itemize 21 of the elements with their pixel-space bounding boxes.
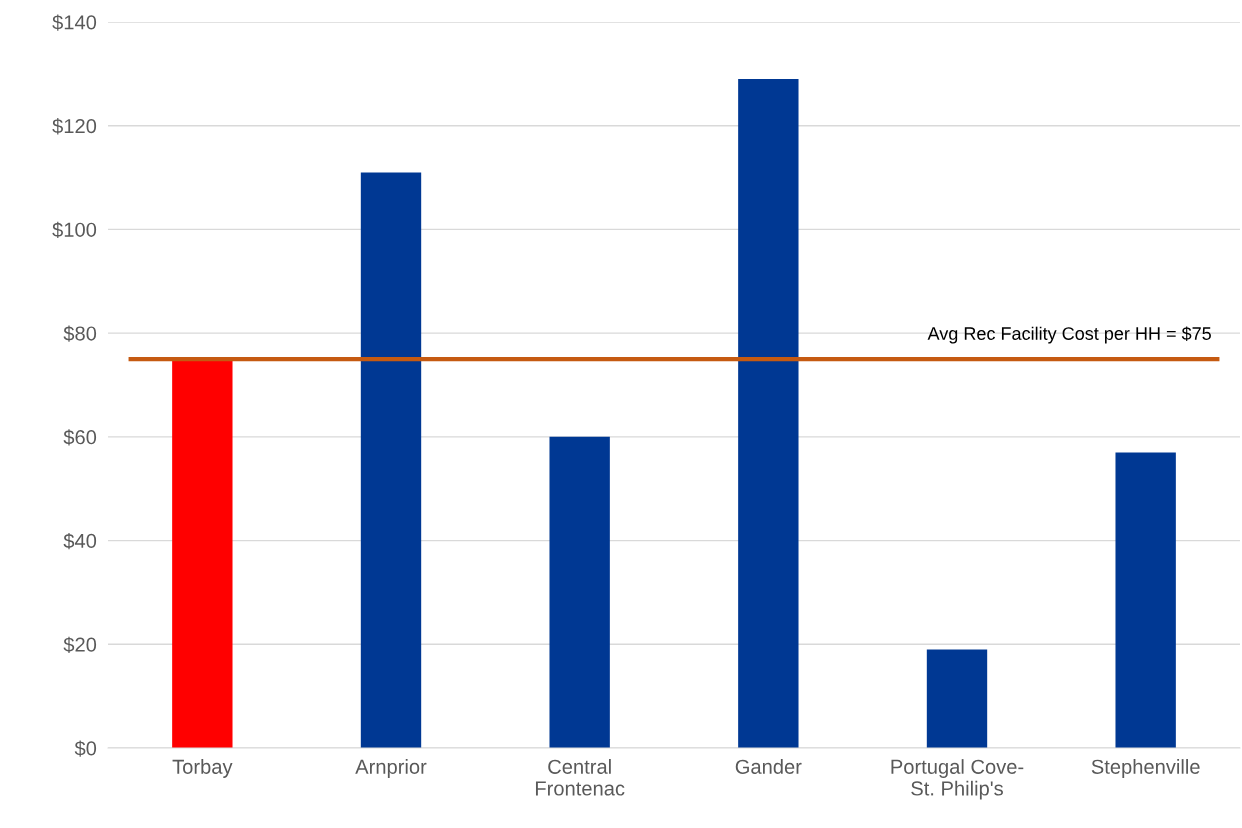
bar bbox=[926, 649, 988, 748]
y-tick-label: $20 bbox=[63, 636, 97, 653]
y-tick-label: $140 bbox=[52, 14, 97, 31]
y-tick-label: $120 bbox=[52, 118, 97, 135]
bar bbox=[172, 359, 233, 748]
x-tick-label: Torbay bbox=[172, 759, 233, 778]
y-tick-label: $100 bbox=[52, 221, 97, 239]
bar bbox=[1115, 452, 1176, 748]
bar bbox=[738, 79, 799, 748]
x-tick-label: Gander bbox=[735, 759, 802, 774]
y-tick-label: $80 bbox=[63, 325, 97, 342]
y-tick-label: $60 bbox=[63, 429, 97, 446]
x-tick-label: Portugal Cove- St. Philip's bbox=[891, 759, 1024, 800]
bar bbox=[360, 172, 422, 748]
x-tick-label: Arnprior bbox=[355, 759, 427, 778]
ref-line-label: Avg Rec Facility Cost per HH = $75 bbox=[927, 326, 1211, 344]
bar bbox=[549, 436, 610, 748]
y-tick-label: $40 bbox=[63, 532, 97, 550]
x-tick-label: Stephenville bbox=[1091, 759, 1200, 778]
x-tick-label: Central Frontenac bbox=[535, 759, 625, 796]
y-tick-label: $0 bbox=[74, 740, 97, 757]
